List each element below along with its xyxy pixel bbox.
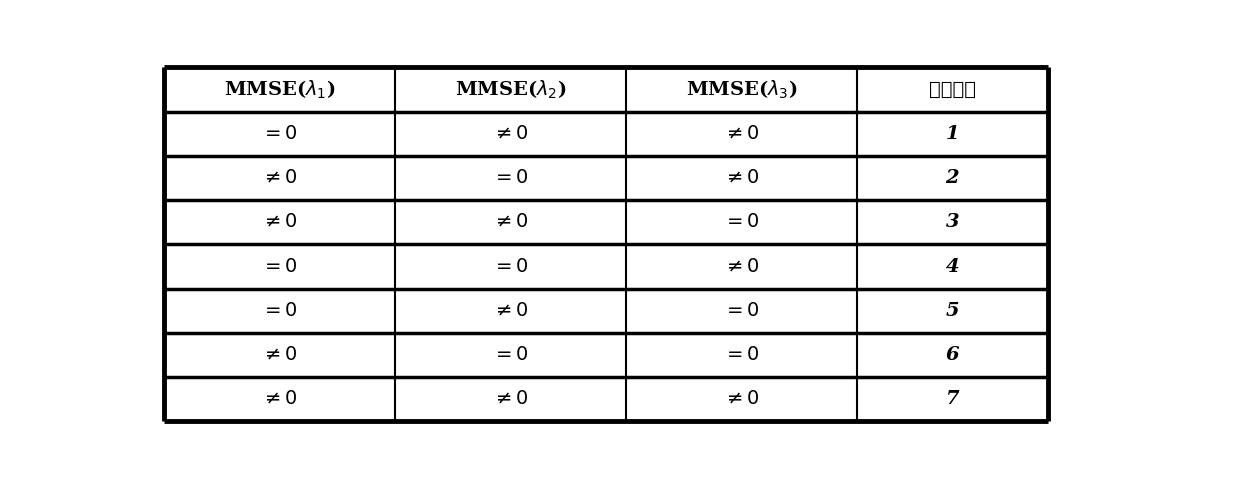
Text: 2: 2	[945, 169, 959, 187]
Text: $\neq 0$: $\neq 0$	[724, 390, 760, 408]
Text: $\neq 0$: $\neq 0$	[261, 169, 299, 187]
Text: 7: 7	[945, 390, 959, 408]
Text: $\neq 0$: $\neq 0$	[261, 346, 299, 364]
Text: $= 0$: $= 0$	[492, 257, 529, 275]
Text: $\neq 0$: $\neq 0$	[492, 125, 529, 143]
Text: $\neq 0$: $\neq 0$	[492, 390, 529, 408]
Text: $= 0$: $= 0$	[492, 346, 529, 364]
Text: 4: 4	[945, 257, 959, 275]
Text: $\neq 0$: $\neq 0$	[724, 125, 760, 143]
Text: 链路编号: 链路编号	[929, 80, 976, 99]
Text: MMSE($\lambda_2$): MMSE($\lambda_2$)	[455, 78, 566, 101]
Text: 5: 5	[945, 302, 959, 320]
Text: $= 0$: $= 0$	[261, 257, 299, 275]
Text: $\neq 0$: $\neq 0$	[261, 213, 299, 231]
Text: $\neq 0$: $\neq 0$	[261, 390, 299, 408]
Text: $= 0$: $= 0$	[724, 346, 760, 364]
Text: $\neq 0$: $\neq 0$	[724, 257, 760, 275]
Text: 3: 3	[945, 213, 959, 231]
Text: $\neq 0$: $\neq 0$	[492, 302, 529, 320]
Text: $= 0$: $= 0$	[261, 125, 299, 143]
Text: $= 0$: $= 0$	[492, 169, 529, 187]
Text: 1: 1	[945, 125, 959, 143]
Text: $\neq 0$: $\neq 0$	[724, 169, 760, 187]
Text: $= 0$: $= 0$	[724, 213, 760, 231]
Text: 6: 6	[945, 346, 959, 364]
Text: $\neq 0$: $\neq 0$	[492, 213, 529, 231]
Text: MMSE($\lambda_3$): MMSE($\lambda_3$)	[686, 78, 797, 101]
Text: $= 0$: $= 0$	[261, 302, 299, 320]
Text: MMSE($\lambda_1$): MMSE($\lambda_1$)	[224, 78, 336, 101]
Text: $= 0$: $= 0$	[724, 302, 760, 320]
